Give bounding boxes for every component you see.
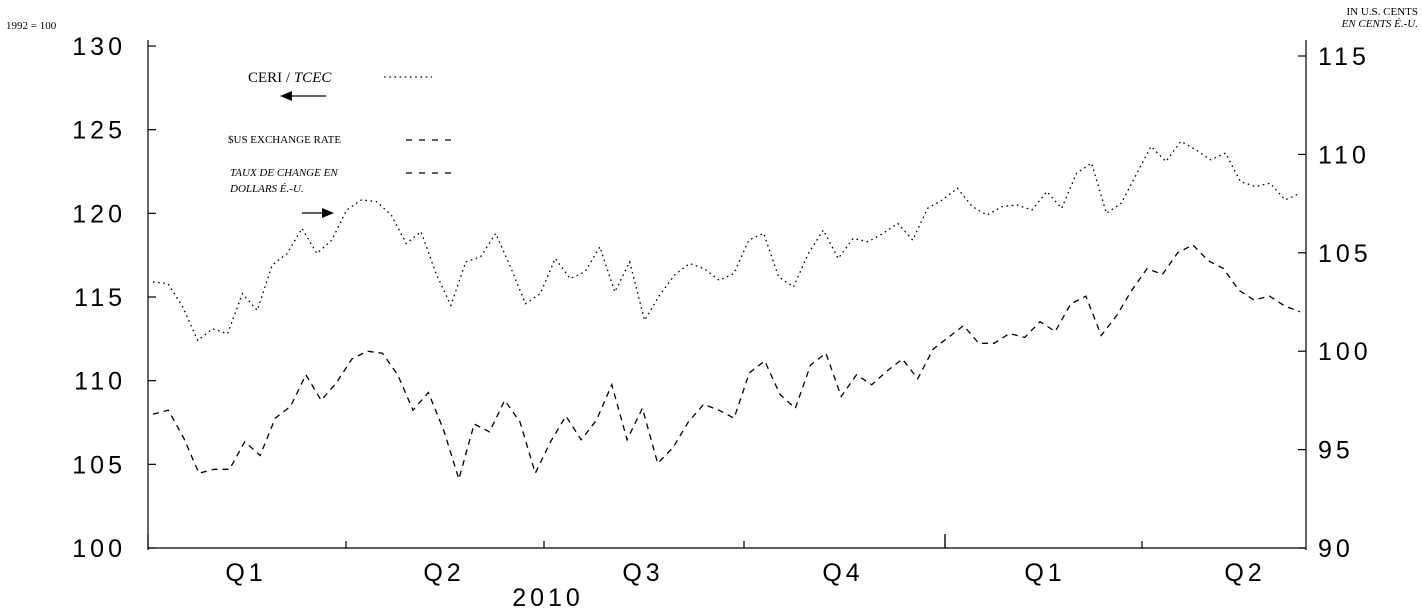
x-axis-quarter-label: Q3 (622, 559, 663, 587)
right-axis-tick-label: 115 (1318, 43, 1370, 71)
legend-us-rate-arrow-right-icon (322, 208, 334, 218)
legend-ceri-label-regular: CERI / (248, 70, 294, 86)
x-axis-ticks (147, 534, 1143, 548)
legend-ceri-arrow-left-icon (280, 91, 292, 101)
legend-us-rate-label: $US EXCHANGE RATE (228, 134, 341, 146)
x-axis-quarter-label: Q1 (225, 559, 266, 587)
x-axis-year-label: 2010 (512, 584, 584, 610)
x-axis-quarter-label: Q2 (1224, 559, 1265, 587)
left-axis-tick-label: 105 (72, 451, 126, 479)
left-axis-unit-label: 1992 = 100 (6, 20, 57, 32)
left-axis-tick-label: 100 (72, 535, 126, 563)
right-axis-ticks: 90 95 100 105 110 115 (1298, 43, 1372, 563)
legend-ceri-label-italic: TCEC (294, 70, 333, 86)
x-axis-quarter-label: Q1 (1024, 559, 1065, 587)
left-axis-ticks: 100 105 110 115 120 125 130 (72, 33, 156, 563)
right-axis-tick-label: 105 (1318, 240, 1372, 268)
right-axis-tick-label: 110 (1318, 141, 1370, 169)
left-axis-tick-label: 120 (72, 200, 126, 228)
legend-us-rate-fr-line1: TAUX DE CHANGE EN (230, 167, 338, 179)
right-axis-tick-label: 90 (1318, 535, 1354, 563)
legend-us-rate-fr-line2: DOLLARS É.-U. (229, 183, 304, 195)
x-axis-quarter-label: Q4 (822, 559, 863, 587)
left-axis-tick-label: 125 (72, 117, 126, 145)
x-axis-quarter-labels: Q1 Q2 Q3 Q4 Q1 Q2 (225, 559, 1265, 587)
legend: CERI / TCEC $US EXCHANGE RATE TAUX DE CH… (228, 70, 456, 218)
right-axis-tick-label: 100 (1318, 338, 1372, 366)
right-axis-tick-label: 95 (1318, 437, 1354, 465)
left-axis-tick-label: 115 (74, 284, 126, 312)
x-axis-quarter-label: Q2 (423, 559, 464, 587)
right-axis-unit-label-en: IN U.S. CENTS (1346, 6, 1418, 18)
us-exchange-rate-series-line (152, 244, 1301, 482)
legend-ceri-label: CERI / TCEC (248, 70, 332, 86)
left-axis-tick-label: 110 (74, 368, 126, 396)
right-axis-unit-label-fr: EN CENTS É.-U. (1341, 18, 1418, 30)
left-axis-tick-label: 130 (72, 33, 126, 61)
